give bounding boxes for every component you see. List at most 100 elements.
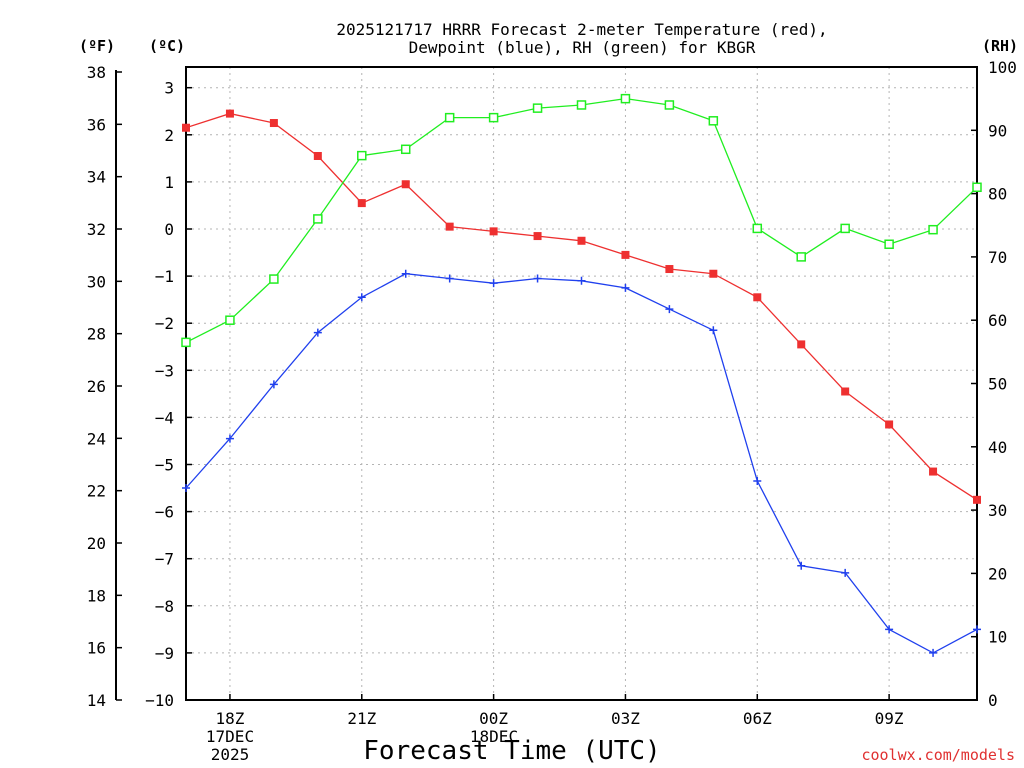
rh-point [752,223,763,234]
x-axis-title: Forecast Time (UTC) [363,736,660,766]
time-tick-label: 21Z [347,709,376,728]
chart-title-line2: Dewpoint (blue), RH (green) for KBGR [409,38,756,57]
rh-point [796,252,806,262]
rh-point [488,112,499,123]
2-meter-temperature-point [621,250,630,259]
dewpoint-point [577,276,586,285]
time-ticks: 18Z 21Z 00Z 03Z 06Z 09Z [215,694,904,728]
series-layer [181,93,982,657]
dewpoint-point [621,283,630,292]
grid-layer [186,67,977,700]
dewpoint-point [401,269,410,278]
dewpoint-point [269,380,278,389]
time-tick-label: 03Z [611,709,640,728]
fahrenheit-tick-label: 26 [87,377,106,396]
rh-tick-label: 20 [988,564,1007,583]
time-tick-label: 09Z [875,709,904,728]
celsius-tick-label: −4 [155,408,174,427]
dewpoint-point [225,434,234,443]
celsius-tick-label: −7 [155,550,174,569]
celsius-tick-label: −9 [155,644,174,663]
celsius-unit-label: (ºC) [149,37,185,55]
2-meter-temperature-point [445,222,454,231]
2-meter-temperature-point [709,269,718,278]
celsius-tick-label: −10 [145,691,174,710]
celsius-tick-label: 3 [164,79,174,98]
2-meter-temperature-point [313,151,322,160]
rh-tick-label: 0 [988,691,998,710]
chart-title-line1: 2025121717 HRRR Forecast 2-meter Tempera… [336,20,827,39]
dewpoint-point [445,274,454,283]
dewpoint-point [929,648,938,657]
fahrenheit-tick-label: 30 [87,272,106,291]
dewpoint-point [797,561,806,570]
rh-tick-label: 70 [988,248,1007,267]
dewpoint-point [709,326,718,335]
rh-point [225,315,235,325]
2-meter-temperature-point [401,180,410,189]
2-meter-temperature-point [973,495,981,504]
dewpoint-point [885,625,894,634]
fahrenheit-tick-label: 22 [87,482,106,501]
credit-text: coolwx.com/models [861,746,1015,764]
rh-point [269,274,279,284]
dewpoint-point [313,328,322,337]
2-meter-temperature-point [841,387,850,396]
rh-point [840,223,850,234]
2-meter-temperature-point [489,227,498,236]
rh-tick-label: 100 [988,58,1017,77]
2-meter-temperature-point [357,199,366,208]
2-meter-temperature-point [797,340,806,349]
rh-tick-label: 90 [988,121,1007,140]
fahrenheit-tick-label: 32 [87,220,106,239]
rh-point [576,100,587,110]
rh-tick-label: 40 [988,438,1007,457]
rh-point [313,214,323,224]
time-tick-label: 06Z [743,709,772,728]
rh-ticks: 0 10 20 30 40 50 60 70 80 90 100 [971,58,1017,710]
celsius-tick-label: −5 [155,456,174,475]
dewpoint-point [973,625,981,634]
rh-tick-label: 60 [988,311,1007,330]
2-meter-temperature-point [885,420,894,429]
fahrenheit-tick-label: 34 [87,168,106,187]
2-meter-temperature-point [533,232,542,241]
fahrenheit-tick-label: 20 [87,534,106,553]
fahrenheit-tick-label: 24 [87,429,106,448]
rh-point [620,93,631,104]
rh-point [532,103,543,113]
celsius-tick-label: −3 [155,361,174,380]
dewpoint-point [841,568,850,577]
fahrenheit-ticks: 14 16 18 20 22 24 26 28 30 32 34 36 38 [87,63,122,710]
rh-unit-label: (RH) [982,37,1018,55]
dewpoint-line [185,273,978,654]
rh-tick-label: 50 [988,375,1007,394]
2-meter-temperature-point [577,236,586,245]
rh-point [972,182,982,193]
celsius-tick-label: 1 [164,173,174,192]
celsius-tick-label: −6 [155,503,174,522]
2-meter-temperature-line [185,112,978,501]
2-meter-temperature-point [269,119,278,128]
time-tick-label: 18Z [215,709,244,728]
rh-tick-label: 10 [988,628,1007,647]
fahrenheit-tick-label: 38 [87,63,106,82]
fahrenheit-tick-label: 18 [87,586,106,605]
rh-point [444,112,455,123]
fahrenheit-tick-label: 28 [87,325,106,344]
rh-point [928,224,938,235]
rh-point [664,100,675,110]
celsius-tick-label: −1 [155,267,174,286]
date-label-18dec: 18DEC [470,727,518,746]
plot-frame [185,66,978,701]
dewpoint-point [357,293,366,302]
fahrenheit-unit-label: (ºF) [79,37,115,55]
dewpoint-point [753,476,762,485]
date-label-2025: 2025 [211,745,250,764]
date-label-17dec: 17DEC [206,727,254,746]
fahrenheit-tick-label: 36 [87,115,106,134]
rh-tick-label: 80 [988,185,1007,204]
2-meter-temperature-point [225,109,234,118]
